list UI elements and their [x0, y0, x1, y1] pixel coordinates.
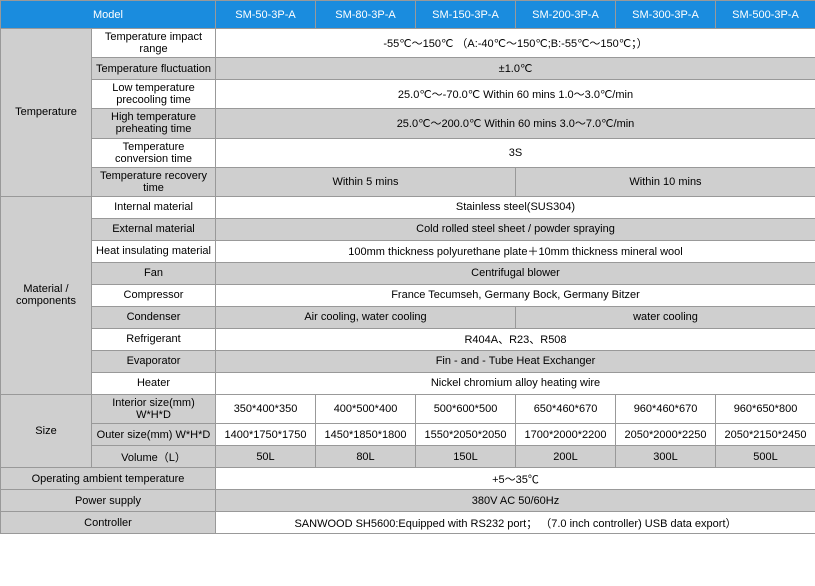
value-power: 380V AC 50/60Hz	[216, 490, 815, 512]
label-power: Power supply	[1, 490, 216, 512]
outer-1: 1450*1850*1800	[316, 424, 416, 446]
value-fan: Centrifugal blower	[216, 262, 815, 284]
table-row: Temperature conversion time 3S	[1, 138, 815, 167]
label-condenser: Condenser	[92, 306, 216, 328]
label-internal: Internal material	[92, 196, 216, 218]
value-insulating: 100mm thickness polyurethane plate＋10mm …	[216, 240, 815, 262]
value-compressor: France Tecumseh, Germany Bock, Germany B…	[216, 284, 815, 306]
volume-2: 150L	[416, 446, 516, 468]
label-compressor: Compressor	[92, 284, 216, 306]
header-model: Model	[1, 1, 216, 29]
label-outer: Outer size(mm) W*H*D	[92, 424, 216, 446]
table-row: Evaporator Fin - and - Tube Heat Exchang…	[1, 350, 815, 372]
outer-3: 1700*2000*2200	[516, 424, 616, 446]
label-volume: Volume（L）	[92, 446, 216, 468]
value-recovery-2: Within 10 mins	[516, 167, 815, 196]
label-precooling: Low temperature precooling time	[92, 80, 216, 109]
outer-4: 2050*2000*2250	[616, 424, 716, 446]
label-external: External material	[92, 218, 216, 240]
volume-1: 80L	[316, 446, 416, 468]
label-fan: Fan	[92, 262, 216, 284]
value-condenser-1: Air cooling, water cooling	[216, 306, 516, 328]
table-row: Power supply 380V AC 50/60Hz	[1, 490, 815, 512]
table-row: Heater Nickel chromium alloy heating wir…	[1, 372, 815, 394]
interior-4: 960*460*670	[616, 394, 716, 423]
label-controller: Controller	[1, 512, 216, 534]
table-row: Temperature recovery time Within 5 mins …	[1, 167, 815, 196]
volume-3: 200L	[516, 446, 616, 468]
label-evaporator: Evaporator	[92, 350, 216, 372]
label-recovery: Temperature recovery time	[92, 167, 216, 196]
interior-3: 650*460*670	[516, 394, 616, 423]
value-condenser-2: water cooling	[516, 306, 815, 328]
label-heater: Heater	[92, 372, 216, 394]
table-row: Fan Centrifugal blower	[1, 262, 815, 284]
label-refrigerant: Refrigerant	[92, 328, 216, 350]
header-col-0: SM-50-3P-A	[216, 1, 316, 29]
label-fluctuation: Temperature fluctuation	[92, 58, 216, 80]
table-row: Compressor France Tecumseh, Germany Bock…	[1, 284, 815, 306]
table-row: Refrigerant R404A、R23、R508	[1, 328, 815, 350]
outer-5: 2050*2150*2450	[716, 424, 815, 446]
interior-1: 400*500*400	[316, 394, 416, 423]
outer-2: 1550*2050*2050	[416, 424, 516, 446]
label-insulating: Heat insulating material	[92, 240, 216, 262]
volume-4: 300L	[616, 446, 716, 468]
volume-5: 500L	[716, 446, 815, 468]
header-col-3: SM-200-3P-A	[516, 1, 616, 29]
label-interior: Interior size(mm) W*H*D	[92, 394, 216, 423]
value-refrigerant: R404A、R23、R508	[216, 328, 815, 350]
header-col-1: SM-80-3P-A	[316, 1, 416, 29]
table-row: Heat insulating material 100mm thickness…	[1, 240, 815, 262]
table-row: Volume（L） 50L 80L 150L 200L 300L 500L	[1, 446, 815, 468]
table-row: External material Cold rolled steel shee…	[1, 218, 815, 240]
value-heater: Nickel chromium alloy heating wire	[216, 372, 815, 394]
table-row: Controller SANWOOD SH5600:Equipped with …	[1, 512, 815, 534]
header-col-2: SM-150-3P-A	[416, 1, 516, 29]
volume-0: 50L	[216, 446, 316, 468]
outer-0: 1400*1750*1750	[216, 424, 316, 446]
table-row: Size Interior size(mm) W*H*D 350*400*350…	[1, 394, 815, 423]
value-conversion: 3S	[216, 138, 815, 167]
table-row: Temperature fluctuation ±1.0℃	[1, 58, 815, 80]
group-material: Material / components	[1, 196, 92, 394]
value-evaporator: Fin - and - Tube Heat Exchanger	[216, 350, 815, 372]
header-col-4: SM-300-3P-A	[616, 1, 716, 29]
table-row: Material / components Internal material …	[1, 196, 815, 218]
value-preheating: 25.0℃～200.0℃ Within 60 mins 3.0～7.0℃/min	[216, 109, 815, 138]
header-col-5: SM-500-3P-A	[716, 1, 815, 29]
table-row: Condenser Air cooling, water cooling wat…	[1, 306, 815, 328]
table-row: High temperature preheating time 25.0℃～2…	[1, 109, 815, 138]
value-internal: Stainless steel(SUS304)	[216, 196, 815, 218]
group-size: Size	[1, 394, 92, 467]
label-operating-temp: Operating ambient temperature	[1, 468, 216, 490]
value-precooling: 25.0℃～-70.0℃ Within 60 mins 1.0～3.0℃/min	[216, 80, 815, 109]
label-conversion: Temperature conversion time	[92, 138, 216, 167]
value-external: Cold rolled steel sheet / powder sprayin…	[216, 218, 815, 240]
group-temperature: Temperature	[1, 29, 92, 197]
value-impact-range: -55℃～150℃ （A:-40℃～150℃;B:-55℃～150℃；）	[216, 29, 815, 58]
interior-2: 500*600*500	[416, 394, 516, 423]
label-preheating: High temperature preheating time	[92, 109, 216, 138]
table-row: Outer size(mm) W*H*D 1400*1750*1750 1450…	[1, 424, 815, 446]
value-fluctuation: ±1.0℃	[216, 58, 815, 80]
label-impact-range: Temperature impact range	[92, 29, 216, 58]
header-row: Model SM-50-3P-A SM-80-3P-A SM-150-3P-A …	[1, 1, 815, 29]
value-operating-temp: +5～35℃	[216, 468, 815, 490]
value-recovery-1: Within 5 mins	[216, 167, 516, 196]
table-row: Low temperature precooling time 25.0℃～-7…	[1, 80, 815, 109]
interior-0: 350*400*350	[216, 394, 316, 423]
value-controller: SANWOOD SH5600:Equipped with RS232 port；…	[216, 512, 815, 534]
spec-table: Model SM-50-3P-A SM-80-3P-A SM-150-3P-A …	[0, 0, 815, 534]
table-row: Temperature Temperature impact range -55…	[1, 29, 815, 58]
interior-5: 960*650*800	[716, 394, 815, 423]
table-row: Operating ambient temperature +5～35℃	[1, 468, 815, 490]
